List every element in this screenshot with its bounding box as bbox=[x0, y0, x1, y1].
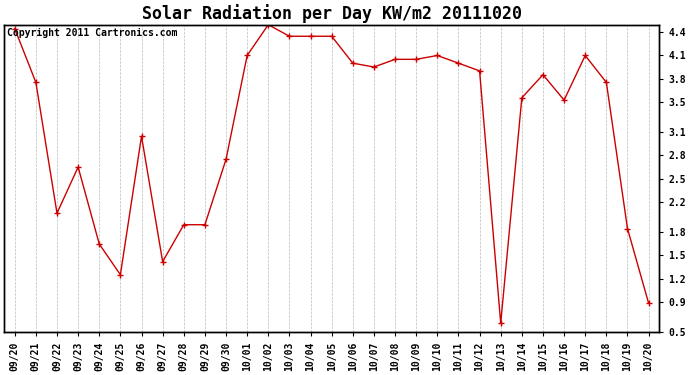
Title: Solar Radiation per Day KW/m2 20111020: Solar Radiation per Day KW/m2 20111020 bbox=[141, 4, 522, 23]
Text: Copyright 2011 Cartronics.com: Copyright 2011 Cartronics.com bbox=[8, 28, 178, 38]
